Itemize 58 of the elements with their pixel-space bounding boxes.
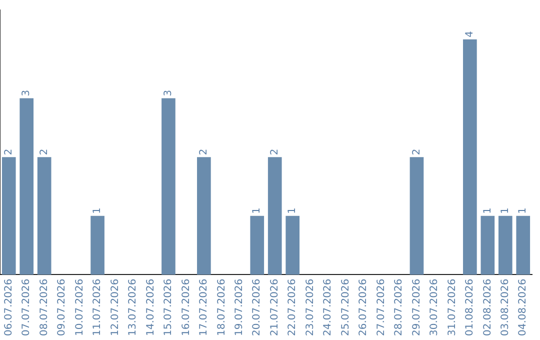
x-tick-label: 03.08.2026 [500,278,511,336]
data-label: 2 [269,148,280,156]
bar [498,216,512,275]
bar [268,157,282,275]
x-tick-label: 21.07.2026 [269,278,280,336]
bar [516,216,530,275]
bar [197,157,211,275]
data-label: 2 [38,148,50,156]
bar [90,216,104,275]
bar [250,216,264,275]
x-tick-label: 17.07.2026 [198,278,210,336]
x-tick-label: 27.07.2026 [376,278,387,336]
x-tick-label: 09.07.2026 [56,278,68,336]
data-label: 2 [411,148,422,156]
x-tick-label: 28.07.2026 [394,278,405,336]
data-label: 1 [500,208,511,214]
bar [2,157,16,275]
x-tick-label: 10.07.2026 [74,278,86,336]
x-tick-label: 20.07.2026 [252,278,263,336]
data-label: 3 [163,90,174,96]
x-tick-label: 07.07.2026 [21,278,32,336]
x-tick-label: 22.07.2026 [287,278,298,336]
x-tick-label: 02.08.2026 [482,278,494,336]
x-tick-label: 18.07.2026 [216,278,228,336]
x-tick-label: 23.07.2026 [304,278,316,336]
data-label: 1 [287,208,298,214]
bar [162,98,176,275]
x-tick-label: 12.07.2026 [110,278,121,336]
data-label: 1 [92,208,104,214]
bar [20,98,34,275]
x-tick-label: 11.07.2026 [92,278,104,336]
x-tick-label: 30.07.2026 [429,278,440,336]
x-tick-label: 15.07.2026 [163,278,174,336]
x-tick-label: 06.07.2026 [3,278,14,336]
x-tick-label: 25.07.2026 [340,278,352,336]
bar [37,157,52,275]
x-tick-label: 01.08.2026 [464,278,476,336]
data-label: 3 [21,90,32,96]
data-label: 4 [464,31,476,38]
x-tick-label: 14.07.2026 [145,278,156,336]
x-tick-label: 19.07.2026 [234,278,245,336]
bar [410,157,424,275]
x-tick-label: 31.07.2026 [446,278,458,336]
data-label: 1 [518,208,529,214]
bar [463,39,477,275]
data-label: 2 [3,148,14,156]
x-tick-label: 26.07.2026 [358,278,370,336]
data-label: 1 [482,208,494,214]
x-tick-label: 29.07.2026 [411,278,422,336]
bar [286,216,300,275]
x-tick-label: 04.08.2026 [518,278,529,336]
x-tick-label: 24.07.2026 [322,278,334,336]
x-tick-label: 16.07.2026 [180,278,192,336]
bar [480,216,495,275]
data-label: 2 [198,148,210,156]
x-tick-label: 08.07.2026 [38,278,50,336]
data-label: 1 [252,208,263,214]
x-tick-label: 13.07.2026 [128,278,139,336]
